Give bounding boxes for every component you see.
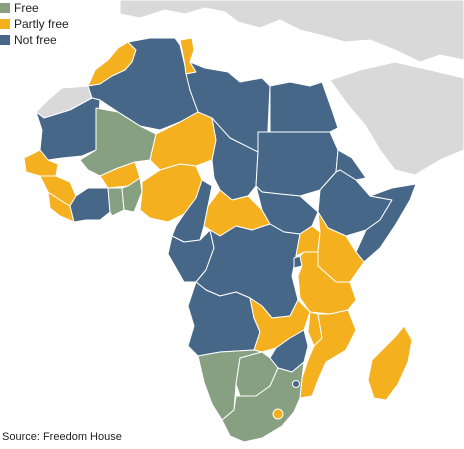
source-note: Source: Freedom House	[2, 431, 122, 443]
mauritania	[35, 97, 101, 161]
middle-east-land	[329, 61, 464, 176]
legend-label-not-free: Not free	[14, 33, 57, 47]
legend-swatch-partly-free	[0, 19, 10, 29]
europe-land	[119, 0, 464, 63]
legend-item-free: Free	[0, 0, 69, 16]
legend-swatch-not-free	[0, 35, 10, 45]
legend-item-not-free: Not free	[0, 32, 69, 48]
south-africa	[221, 361, 305, 443]
mozambique	[299, 309, 357, 399]
legend-swatch-free	[0, 3, 10, 13]
madagascar	[367, 325, 413, 401]
legend-item-partly-free: Partly free	[0, 16, 69, 32]
egypt	[269, 81, 339, 133]
legend-label-partly-free: Partly free	[14, 17, 69, 31]
senegal	[23, 149, 59, 177]
ghana	[107, 187, 125, 217]
somalia	[355, 183, 417, 263]
cote-divoire	[69, 187, 111, 223]
lesotho	[272, 408, 284, 420]
legend: Free Partly free Not free	[0, 0, 69, 48]
legend-label-free: Free	[14, 1, 39, 15]
swaziland	[292, 380, 300, 388]
